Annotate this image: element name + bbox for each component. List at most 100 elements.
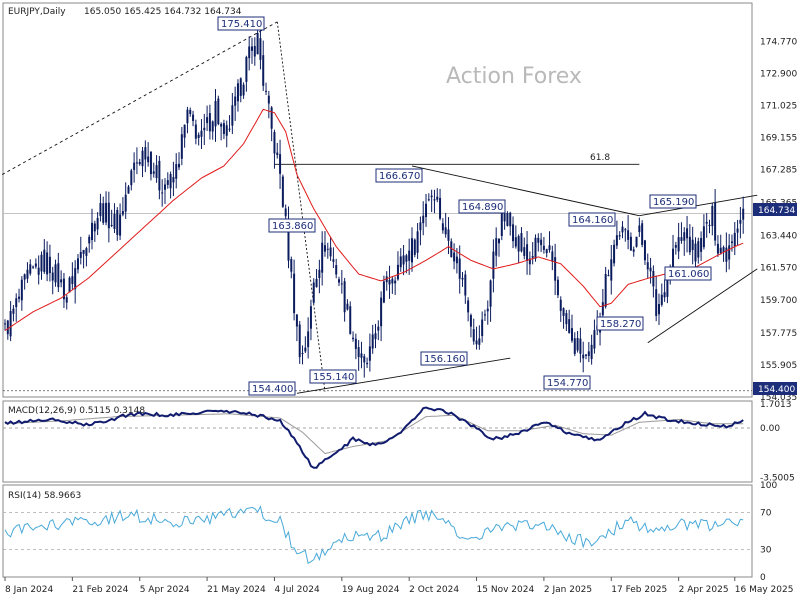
candle-body <box>220 123 223 127</box>
candle-body <box>335 265 338 275</box>
candle-body <box>6 320 9 335</box>
price-label-text: 165.190 <box>653 197 694 208</box>
candle-body <box>618 235 621 237</box>
candle-body <box>18 296 21 299</box>
candle-body <box>396 264 399 280</box>
candle-body <box>453 252 456 262</box>
price-label-box <box>649 194 697 209</box>
candle-body <box>4 323 6 325</box>
candle-body <box>593 330 596 349</box>
candle-body <box>629 236 632 251</box>
candle-body <box>570 328 573 341</box>
candle-body <box>433 199 436 201</box>
candle-body <box>483 314 486 316</box>
candle-body <box>23 274 26 280</box>
candle-body <box>37 267 40 275</box>
candle-body <box>262 55 265 86</box>
candle-body <box>635 236 638 247</box>
macd-tick-label: 1.7013 <box>760 400 792 410</box>
candle-body <box>60 279 63 283</box>
candle-body <box>166 180 169 185</box>
candle-body <box>54 264 57 283</box>
candle-body <box>425 203 428 218</box>
candle-body <box>180 134 183 159</box>
candle-body <box>211 121 214 132</box>
candle-body <box>565 313 568 325</box>
candle-body <box>200 130 203 137</box>
candle-body <box>517 236 520 252</box>
price-label-text: 164.890 <box>462 202 503 213</box>
candle-body <box>450 241 453 258</box>
candle-body <box>192 114 195 121</box>
candle-body <box>486 308 489 312</box>
candle-body <box>321 242 324 273</box>
candle-body <box>34 263 37 267</box>
candle-body <box>467 300 470 313</box>
candle-body <box>307 331 310 348</box>
candle-body <box>509 212 512 227</box>
rsi-tick-label: 70 <box>760 509 772 519</box>
candle-body <box>298 324 301 358</box>
candle-body <box>363 356 366 363</box>
trendline-lower-support <box>296 357 511 394</box>
candle-body <box>500 213 503 236</box>
x-tick-label: 21 May 2024 <box>207 585 266 595</box>
candle-body <box>147 156 150 163</box>
candle-body <box>155 165 158 179</box>
candle-body <box>646 262 649 270</box>
candle-body <box>338 279 341 283</box>
candle-body <box>189 109 192 115</box>
trendline-descending-resistance <box>411 165 640 217</box>
candle-body <box>239 78 242 96</box>
candle-body <box>273 132 276 154</box>
candle-body <box>548 245 551 251</box>
candle-body <box>523 247 526 256</box>
price-label-text: 175.410 <box>221 19 262 30</box>
candle-body <box>259 38 262 60</box>
price-label-text: 164.160 <box>572 215 613 226</box>
candle-body <box>119 214 122 236</box>
x-tick-label: 19 Aug 2024 <box>342 585 400 595</box>
candle-body <box>716 243 719 254</box>
macd-tick-label: 0.00 <box>760 424 780 434</box>
candle-body <box>666 276 669 297</box>
candle-body <box>141 150 144 167</box>
candle-body <box>295 314 298 327</box>
macd-line <box>4 406 744 469</box>
candle-body <box>65 297 68 303</box>
candle-body <box>309 306 312 329</box>
candle-body <box>116 209 119 235</box>
candle-body <box>427 199 430 201</box>
candle-body <box>540 239 543 246</box>
candle-body <box>562 308 565 316</box>
candle-body <box>107 202 110 229</box>
candle-body <box>312 282 315 303</box>
candle-body <box>601 302 604 316</box>
candle-body <box>730 241 733 244</box>
candle-body <box>245 56 248 82</box>
candle-body <box>458 258 461 279</box>
candle-body <box>498 238 500 244</box>
rsi-title: RSI(14) 58.9663 <box>8 491 81 501</box>
price-tick-label: 163.440 <box>760 232 797 242</box>
candle-body <box>643 240 646 261</box>
candle-body <box>149 151 152 175</box>
candle-body <box>469 315 472 327</box>
price-label-text: 161.060 <box>668 269 709 280</box>
candle-body <box>559 299 562 311</box>
candle-body <box>343 281 346 313</box>
candle-body <box>739 219 742 224</box>
trendline-rising-resistance <box>639 194 758 217</box>
price-tick-label: 155.905 <box>760 361 797 371</box>
candle-body <box>152 171 155 174</box>
candle-body <box>85 248 88 256</box>
candle-body <box>225 125 228 136</box>
candle-body <box>394 280 397 284</box>
candle-body <box>447 229 450 241</box>
candle-body <box>573 338 576 354</box>
candle-body <box>57 263 60 288</box>
candle-body <box>388 279 391 285</box>
candle-body <box>441 223 444 231</box>
candle-body <box>183 124 186 138</box>
candle-body <box>705 221 708 224</box>
